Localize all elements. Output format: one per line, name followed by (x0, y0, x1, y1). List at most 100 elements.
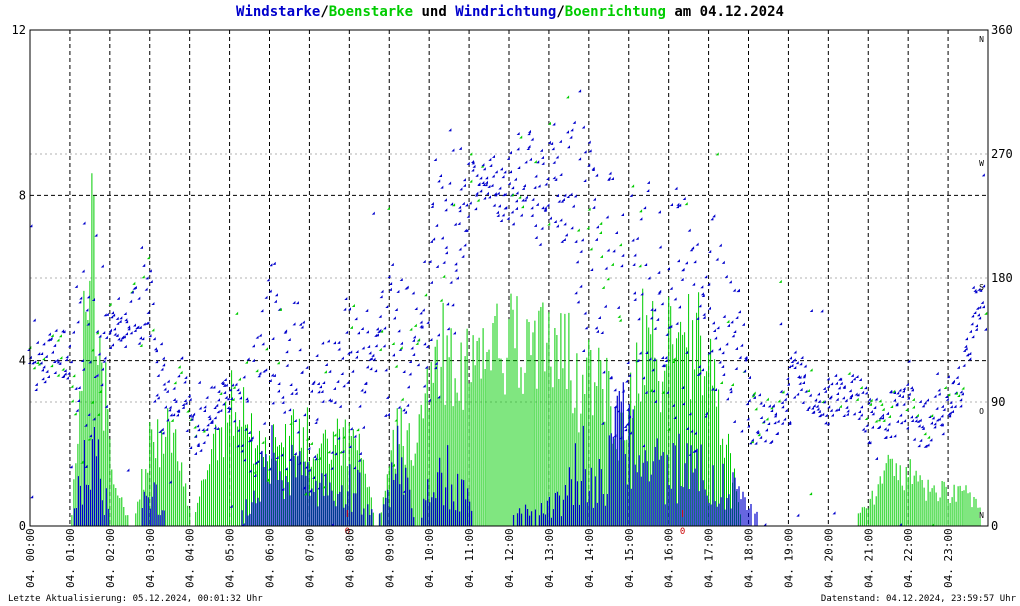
wind-direction-point (681, 385, 685, 389)
wind-direction-point (161, 356, 165, 360)
wind-direction-point (358, 404, 362, 408)
zero-marker-label: 0 (680, 527, 685, 537)
gust-direction-point (719, 381, 723, 385)
gust-direction-point (333, 433, 337, 437)
wind-direction-point (948, 411, 952, 415)
gust-direction-point (927, 435, 931, 439)
wind-direction-point (858, 410, 862, 414)
gust-direction-point (35, 361, 39, 365)
wind-direction-point (974, 327, 978, 331)
wind-direction-point (246, 357, 250, 361)
wind-direction-point (281, 400, 285, 404)
wind-direction-point (337, 340, 341, 344)
wind-direction-point (324, 363, 328, 367)
gust-direction-point (518, 195, 522, 199)
wind-direction-point (653, 399, 657, 403)
wind-direction-point (725, 397, 729, 401)
gust-direction-point (349, 325, 353, 329)
wind-direction-point (792, 395, 796, 399)
gust-direction-point (400, 397, 404, 401)
wind-direction-point (86, 322, 90, 326)
wind-direction-point (838, 377, 842, 381)
wind-direction-point (973, 311, 977, 315)
wind-direction-point (515, 206, 519, 210)
wind-direction-point (244, 427, 248, 431)
gust-direction-point (533, 160, 537, 164)
wind-direction-point (692, 282, 696, 286)
wind-direction-point (428, 259, 432, 263)
wind-direction-point (282, 410, 286, 414)
wind-direction-point (903, 419, 907, 423)
gust-direction-point (586, 226, 590, 230)
wind-direction-point (538, 242, 542, 246)
wind-direction-point (788, 421, 792, 425)
wind-direction-point (187, 394, 191, 398)
wind-direction-point (918, 399, 922, 403)
wind-direction-point (397, 329, 401, 333)
wind-direction-point (133, 328, 137, 332)
wind-direction-point (614, 231, 618, 235)
wind-direction-point (928, 415, 932, 419)
wind-direction-point (731, 334, 735, 338)
wind-direction-point (812, 404, 816, 408)
wind-direction-point (980, 300, 984, 304)
axes (29, 29, 989, 527)
wind-direction-point (421, 308, 425, 312)
wind-direction-point (816, 407, 820, 411)
wind-direction-point (556, 193, 560, 197)
compass-label: N (979, 35, 984, 44)
gust-direction-point (70, 399, 74, 403)
wind-direction-point (569, 192, 573, 196)
wind-direction-point (907, 359, 911, 363)
wind-direction-point (701, 368, 705, 372)
wind-direction-point (867, 440, 871, 444)
wind-direction-point (575, 260, 579, 264)
wind-direction-point (138, 325, 142, 329)
gust-direction-point (98, 390, 102, 394)
x-tick-label: 04. 01:00 (64, 528, 77, 588)
wind-direction-point (710, 387, 714, 391)
wind-direction-point (277, 389, 281, 393)
wind-direction-point (524, 160, 528, 164)
wind-direction-point (982, 284, 986, 288)
y-right-tick-label: 360 (991, 23, 1013, 37)
wind-direction-point (621, 253, 625, 257)
wind-direction-point (962, 363, 966, 367)
gust-direction-point (90, 348, 94, 352)
wind-direction-point (837, 407, 841, 411)
wind-direction-point (940, 414, 944, 418)
wind-direction-point (454, 268, 458, 272)
wind-direction-point (446, 302, 450, 306)
wind-direction-point (109, 328, 113, 332)
wind-direction-point (220, 380, 224, 384)
wind-direction-point (46, 375, 50, 379)
wind-direction-point (435, 223, 439, 227)
wind-direction-point (702, 312, 706, 316)
wind-direction-point (116, 321, 120, 325)
wind-direction-point (172, 386, 176, 390)
wind-direction-point (978, 305, 982, 309)
wind-direction-point (353, 434, 357, 438)
wind-direction-point (822, 386, 826, 390)
wind-direction-point (856, 393, 860, 397)
wind-direction-point (166, 418, 170, 422)
wind-direction-point (939, 422, 943, 426)
wind-direction-point (245, 397, 249, 401)
gust-direction-point (399, 346, 403, 350)
x-tick-label: 04. 16:00 (663, 528, 676, 588)
wind-direction-point (267, 467, 271, 471)
wind-direction-point (524, 195, 528, 199)
gust-direction-point (667, 427, 671, 431)
wind-direction-point (224, 395, 228, 399)
wind-direction-point (712, 329, 716, 333)
wind-direction-point (377, 329, 381, 333)
wind-direction-point (483, 196, 487, 200)
wind-direction-point (759, 435, 763, 439)
wind-direction-point (224, 383, 228, 387)
wind-direction-point (84, 423, 88, 427)
wind-direction-point (219, 408, 223, 412)
gust-direction-point (193, 425, 197, 429)
gust-direction-point (56, 373, 60, 377)
wind-direction-point (127, 325, 131, 329)
wind-direction-point (924, 444, 928, 448)
